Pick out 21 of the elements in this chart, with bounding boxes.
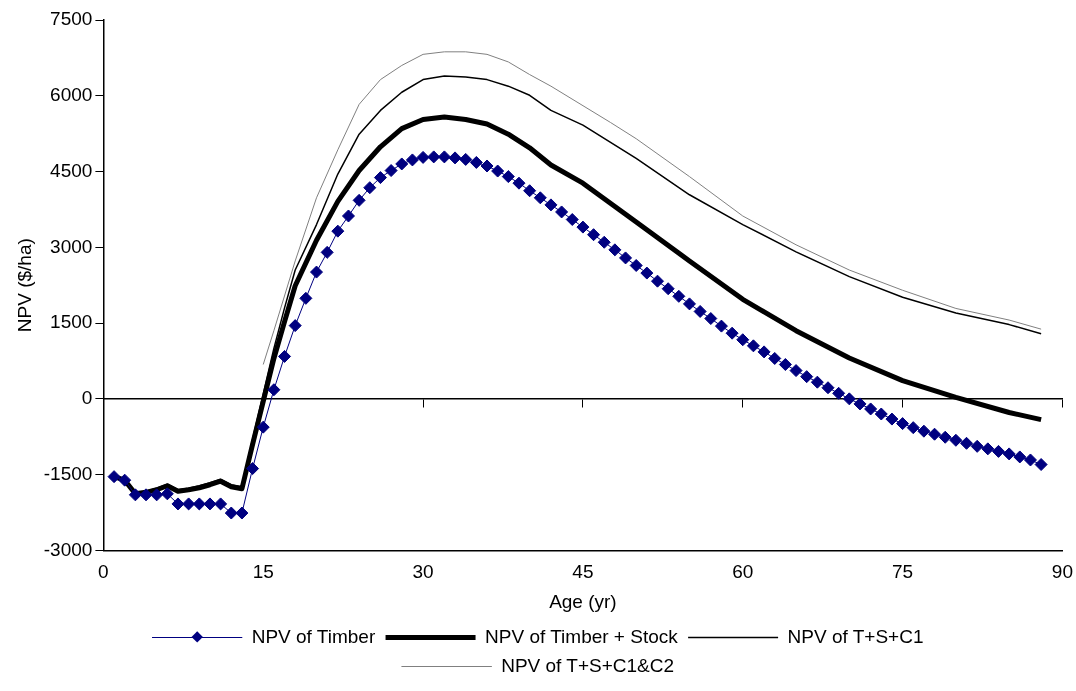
x-tick-label: 90 <box>1051 561 1073 583</box>
x-tick-label: 15 <box>252 561 274 583</box>
legend-label: NPV of T+S+C1 <box>787 625 924 647</box>
x-axis-title: Age (yr) <box>549 590 617 612</box>
y-tick-label: 0 <box>81 387 93 409</box>
x-tick-label: 60 <box>732 561 754 583</box>
y-axis-title: NPV ($/ha) <box>13 238 35 333</box>
y-tick-label: -3000 <box>43 538 93 560</box>
y-tick-label: 1500 <box>50 311 93 333</box>
y-tick-label: 4500 <box>50 159 93 181</box>
legend-label: NPV of T+S+C1&C2 <box>501 654 675 676</box>
y-tick-label: 6000 <box>50 84 93 106</box>
y-tick-label: 3000 <box>50 235 93 257</box>
x-tick-label: 30 <box>412 561 434 583</box>
x-tick-label: 45 <box>572 561 594 583</box>
legend-label: NPV of Timber <box>251 625 376 647</box>
x-tick-label: 0 <box>98 561 109 583</box>
x-tick-label: 75 <box>892 561 914 583</box>
y-tick-label: 7500 <box>50 8 93 30</box>
legend-label: NPV of Timber + Stock <box>485 625 679 647</box>
y-tick-label: -1500 <box>43 462 93 484</box>
